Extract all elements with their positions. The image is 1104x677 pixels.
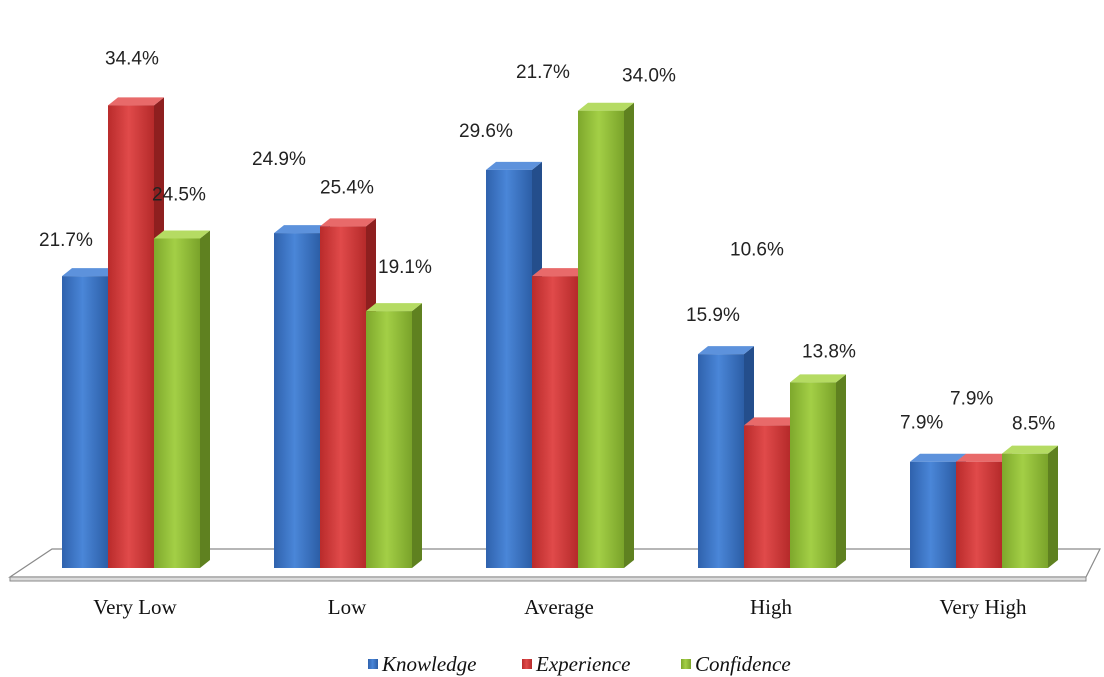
data-label-confidence-1: 19.1% xyxy=(378,257,432,278)
bar-side-confidence-3 xyxy=(836,374,846,568)
bar-top-knowledge-3 xyxy=(698,346,754,355)
bar-knowledge-3 xyxy=(698,354,744,568)
bar-top-experience-4 xyxy=(956,453,1012,462)
bar-top-experience-1 xyxy=(320,218,376,227)
bar-top-experience-3 xyxy=(744,417,800,426)
bar-knowledge-0 xyxy=(62,276,108,568)
data-label-knowledge-3: 15.9% xyxy=(686,305,740,326)
chart-floor-edge xyxy=(9,576,1087,582)
bar-side-confidence-2 xyxy=(624,102,634,568)
bar-top-confidence-2 xyxy=(578,102,634,111)
bar-top-confidence-4 xyxy=(1002,445,1058,454)
bar-top-knowledge-1 xyxy=(274,225,330,234)
category-label-2: Average xyxy=(524,595,594,619)
bar-experience-4 xyxy=(956,461,1002,568)
bar-knowledge-2 xyxy=(486,169,532,568)
bar-experience-3 xyxy=(744,425,790,568)
legend-swatch-experience xyxy=(522,659,532,669)
legend-label-experience: Experience xyxy=(535,652,630,676)
category-label-4: Very High xyxy=(940,595,1027,619)
data-label-knowledge-2: 29.6% xyxy=(459,121,513,142)
data-label-experience-3: 10.6% xyxy=(730,239,784,260)
bar-top-confidence-3 xyxy=(790,374,846,383)
bar-experience-1 xyxy=(320,226,366,568)
bar-confidence-4 xyxy=(1002,453,1048,568)
bar-top-knowledge-2 xyxy=(486,161,542,170)
bar-top-confidence-0 xyxy=(154,230,210,239)
legend-label-knowledge: Knowledge xyxy=(381,652,477,676)
bar-experience-0 xyxy=(108,105,154,568)
bar-top-knowledge-0 xyxy=(62,268,118,277)
category-label-0: Very Low xyxy=(93,595,177,619)
data-label-experience-0: 34.4% xyxy=(105,48,159,69)
data-label-confidence-3: 13.8% xyxy=(802,341,856,362)
data-label-knowledge-0: 21.7% xyxy=(39,230,93,251)
data-label-knowledge-4: 7.9% xyxy=(900,413,943,434)
bar-side-confidence-0 xyxy=(200,230,210,568)
bar-top-confidence-1 xyxy=(366,303,422,312)
bar-confidence-0 xyxy=(154,238,200,568)
data-label-experience-1: 25.4% xyxy=(320,177,374,198)
data-label-confidence-4: 8.5% xyxy=(1012,414,1055,435)
bar-side-confidence-1 xyxy=(412,303,422,568)
legend-swatch-confidence xyxy=(681,659,691,669)
category-label-3: High xyxy=(750,595,793,619)
data-label-confidence-0: 24.5% xyxy=(152,184,206,205)
data-label-confidence-2: 34.0% xyxy=(622,66,676,87)
bar-top-experience-0 xyxy=(108,97,164,106)
data-label-experience-2: 21.7% xyxy=(516,62,570,83)
data-label-experience-4: 7.9% xyxy=(950,389,993,410)
data-label-knowledge-1: 24.9% xyxy=(252,149,306,170)
bar-knowledge-4 xyxy=(910,461,956,568)
legend-label-confidence: Confidence xyxy=(695,652,791,676)
bar-knowledge-1 xyxy=(274,233,320,568)
bar-confidence-3 xyxy=(790,382,836,568)
category-label-1: Low xyxy=(328,595,367,619)
bar-confidence-1 xyxy=(366,311,412,568)
legend-swatch-knowledge xyxy=(368,659,378,669)
bar-top-knowledge-4 xyxy=(910,453,966,462)
bar-top-experience-2 xyxy=(532,268,588,277)
bar-side-confidence-4 xyxy=(1048,445,1058,568)
bar-confidence-2 xyxy=(578,110,624,568)
bar-experience-2 xyxy=(532,276,578,568)
